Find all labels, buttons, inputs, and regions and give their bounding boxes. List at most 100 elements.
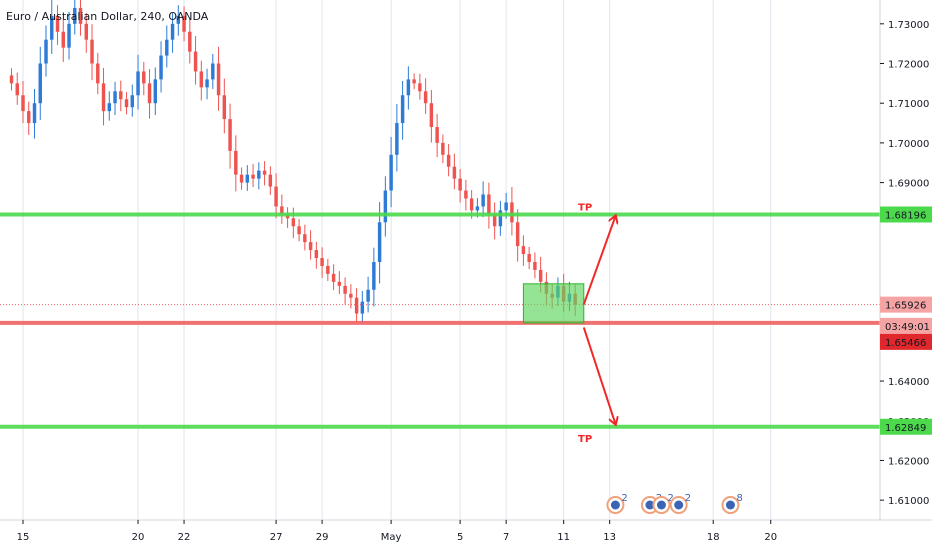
candle-body bbox=[469, 198, 474, 211]
candle-body bbox=[78, 7, 83, 24]
candle-body bbox=[107, 103, 112, 112]
candle-body bbox=[251, 174, 255, 179]
candle-body bbox=[446, 154, 451, 167]
candle-body bbox=[429, 103, 434, 128]
candle-body bbox=[515, 222, 520, 247]
candle-body bbox=[101, 83, 106, 112]
x-tick-label: 27 bbox=[270, 532, 283, 543]
candle-body bbox=[159, 55, 163, 80]
candle-body bbox=[498, 210, 503, 227]
candle-body bbox=[418, 83, 422, 92]
event-badge-0[interactable]: 2 bbox=[606, 493, 628, 514]
level-tag-1-bg bbox=[880, 333, 932, 350]
candle-body bbox=[222, 95, 227, 120]
candle-body bbox=[61, 31, 65, 48]
tp-label-0: TP bbox=[578, 203, 592, 214]
candle-body bbox=[464, 190, 468, 199]
candle-body bbox=[389, 154, 393, 191]
candle-body bbox=[90, 39, 94, 64]
x-tick-label: 11 bbox=[557, 532, 570, 543]
x-tick-label: May bbox=[381, 532, 402, 543]
candle-body bbox=[199, 71, 204, 88]
candle-body bbox=[239, 174, 244, 183]
candle-body bbox=[193, 51, 198, 72]
candle-body bbox=[188, 31, 192, 52]
x-tick-label: 13 bbox=[603, 532, 616, 543]
arrow-down bbox=[582, 327, 616, 423]
current-price-tag-bg bbox=[880, 296, 932, 313]
candle-body bbox=[406, 79, 411, 96]
candle-body bbox=[245, 174, 250, 183]
candle-body bbox=[337, 281, 342, 286]
candle-body bbox=[308, 242, 313, 251]
candle-body bbox=[538, 269, 543, 282]
candle-body bbox=[44, 39, 48, 64]
candle-body bbox=[533, 261, 537, 270]
candle-body bbox=[119, 91, 123, 100]
event-badge-count: 2 bbox=[621, 493, 627, 504]
candle-body bbox=[21, 95, 25, 112]
event-badge-2[interactable]: 2 bbox=[652, 493, 674, 514]
event-badge-icon bbox=[645, 500, 655, 510]
candle-body bbox=[303, 234, 307, 243]
x-tick-label: 20 bbox=[132, 532, 145, 543]
y-tick-label: 1.73000 bbox=[888, 20, 929, 31]
arrow-up bbox=[582, 216, 616, 305]
x-tick-label: 7 bbox=[503, 532, 509, 543]
event-badge-4[interactable]: 8 bbox=[721, 493, 743, 514]
countdown-tag-bg bbox=[880, 317, 932, 334]
candle-body bbox=[234, 150, 238, 175]
candle-body bbox=[211, 63, 215, 80]
candle-body bbox=[32, 103, 37, 124]
candle-body bbox=[205, 79, 209, 88]
candle-body bbox=[326, 265, 330, 274]
candle-body bbox=[130, 95, 135, 108]
candle-body bbox=[268, 174, 273, 187]
current-price-tag: 1.65926 bbox=[885, 301, 926, 312]
candle-body bbox=[216, 63, 221, 96]
candle-body bbox=[136, 71, 140, 96]
y-tick-label: 1.61000 bbox=[888, 496, 929, 507]
x-tick-label: 20 bbox=[764, 532, 777, 543]
candle-body bbox=[441, 142, 445, 155]
event-badge-count: 2 bbox=[685, 493, 691, 504]
candle-body bbox=[510, 202, 514, 223]
y-axis-panel bbox=[880, 0, 932, 550]
candle-body bbox=[96, 63, 100, 84]
tp-label-2: TP bbox=[578, 434, 592, 445]
level-tag-2-bg bbox=[880, 418, 932, 435]
candle-body bbox=[55, 15, 60, 32]
candle-body bbox=[297, 226, 301, 235]
candle-body bbox=[521, 246, 526, 255]
level-tag-0-bg bbox=[880, 206, 932, 223]
candle-body bbox=[73, 7, 77, 24]
event-badge-icon bbox=[674, 500, 684, 510]
candle-body bbox=[400, 95, 405, 124]
x-axis-panel bbox=[0, 520, 932, 550]
event-badge-icon bbox=[725, 500, 735, 510]
event-badge-icon bbox=[610, 500, 620, 510]
y-tick-label: 1.71000 bbox=[888, 99, 929, 110]
candle-body bbox=[481, 194, 485, 207]
level-tag-1: 1.65466 bbox=[885, 338, 926, 349]
candle-body bbox=[475, 206, 480, 211]
candle-body bbox=[504, 202, 508, 211]
event-badge-icon bbox=[656, 500, 666, 510]
level-tag-0: 1.68196 bbox=[885, 211, 926, 222]
candle-body bbox=[153, 79, 158, 104]
x-tick-label: 5 bbox=[457, 532, 463, 543]
event-badge-3[interactable]: 2 bbox=[669, 493, 691, 514]
candle-body bbox=[372, 261, 376, 290]
y-tick-label: 1.70000 bbox=[888, 139, 929, 150]
candle-body bbox=[176, 15, 181, 24]
candle-body bbox=[84, 23, 88, 40]
candle-body bbox=[435, 127, 439, 143]
candle-body bbox=[412, 79, 416, 84]
candle-body bbox=[487, 194, 491, 215]
candle-body bbox=[170, 23, 175, 40]
y-tick-label: 1.72000 bbox=[888, 60, 929, 71]
x-tick-label: 29 bbox=[316, 532, 329, 543]
candle-body bbox=[331, 273, 336, 282]
candle-body bbox=[280, 206, 284, 215]
